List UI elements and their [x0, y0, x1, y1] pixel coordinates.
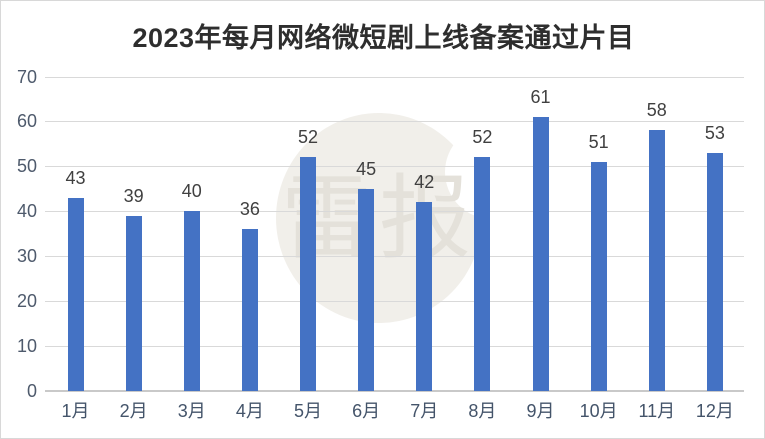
- data-label-3月: 40: [181, 181, 202, 202]
- chart-title: 2023年每月网络微短剧上线备案通过片目: [132, 23, 635, 53]
- x-axis-line: [45, 390, 744, 392]
- data-label-11月: 58: [646, 100, 667, 121]
- bar-4月: [241, 229, 258, 391]
- gridline-10: [45, 346, 744, 348]
- gridline-60: [45, 121, 744, 123]
- x-axis-label-8月: 8月: [468, 401, 497, 421]
- y-axis-tick-50: 50: [16, 156, 37, 177]
- gridline-70: [45, 76, 744, 78]
- gridline-50: [45, 166, 744, 168]
- data-label-10月: 51: [588, 131, 609, 152]
- x-axis-label-5月: 5月: [294, 401, 323, 421]
- x-axis-label-12月: 12月: [695, 401, 734, 421]
- gridline-40: [45, 211, 744, 213]
- bar-11月: [648, 130, 665, 391]
- gridline-30: [45, 256, 744, 258]
- bar-5月: [300, 157, 317, 391]
- x-axis-label-11月: 11月: [638, 401, 676, 421]
- bar-9月: [532, 116, 549, 391]
- data-label-1月: 43: [65, 167, 86, 188]
- x-axis-label-7月: 7月: [410, 401, 439, 421]
- watermark-bite: [445, 125, 539, 219]
- bar-6月: [358, 188, 375, 391]
- data-label-6月: 45: [356, 158, 377, 179]
- x-axis-label-1月: 1月: [61, 401, 90, 421]
- x-axis-label-9月: 9月: [526, 401, 555, 421]
- y-axis-tick-30: 30: [16, 246, 37, 267]
- y-axis-tick-10: 10: [16, 336, 37, 357]
- bar-2月: [125, 215, 142, 391]
- bar-10月: [590, 161, 607, 391]
- data-label-12月: 53: [704, 122, 725, 143]
- x-axis-label-3月: 3月: [177, 401, 206, 421]
- bar-7月: [416, 202, 433, 391]
- y-axis-tick-70: 70: [16, 66, 37, 87]
- bar-1月: [67, 197, 84, 391]
- bar-3月: [183, 211, 200, 391]
- bar-8月: [474, 157, 491, 391]
- data-label-2月: 39: [123, 185, 144, 206]
- y-axis-tick-40: 40: [16, 201, 37, 222]
- x-axis-label-4月: 4月: [235, 401, 264, 421]
- data-label-9月: 61: [530, 86, 551, 107]
- y-axis-tick-0: 0: [26, 381, 37, 401]
- x-axis-label-10月: 10月: [579, 401, 618, 421]
- data-label-5月: 52: [298, 127, 319, 148]
- bar-12月: [706, 152, 723, 391]
- y-axis-tick-60: 60: [16, 111, 37, 132]
- data-label-7月: 42: [414, 172, 435, 193]
- data-label-4月: 36: [239, 199, 260, 220]
- y-axis-tick-20: 20: [16, 291, 37, 312]
- x-axis-label-6月: 6月: [352, 401, 381, 421]
- x-axis-label-2月: 2月: [119, 401, 148, 421]
- gridline-20: [45, 301, 744, 303]
- data-label-8月: 52: [472, 127, 493, 148]
